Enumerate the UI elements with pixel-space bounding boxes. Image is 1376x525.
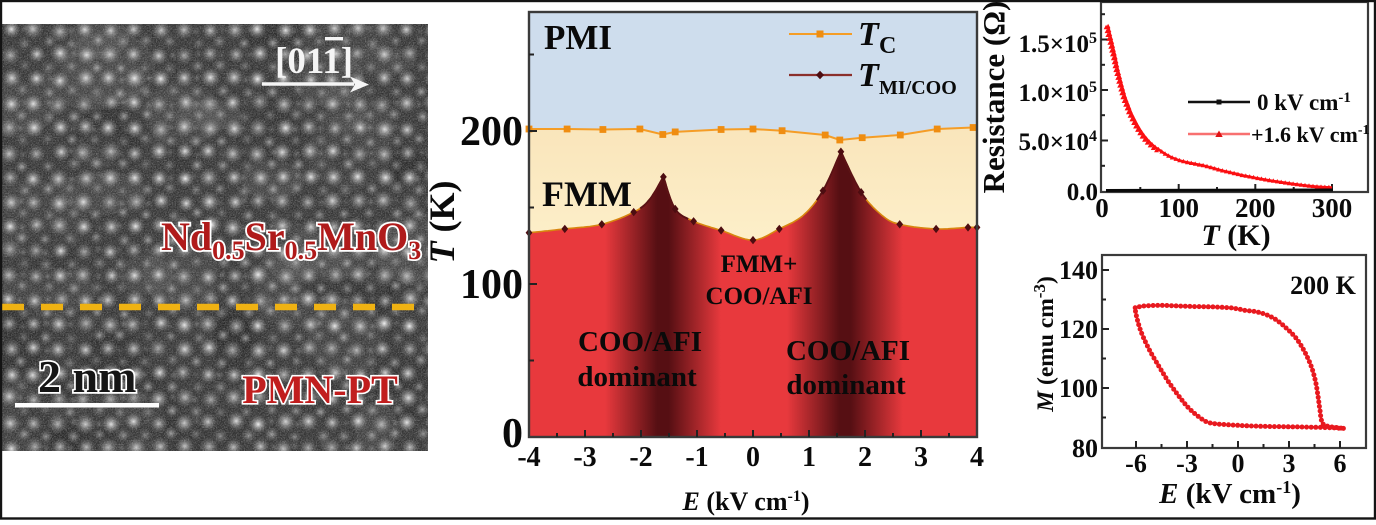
svg-text:2: 2	[858, 442, 872, 473]
svg-text:0: 0	[746, 442, 760, 473]
svg-text:100: 100	[1158, 193, 1199, 223]
svg-text:100: 100	[1059, 374, 1098, 403]
svg-text:FMM: FMM	[542, 174, 632, 214]
svg-text:C: C	[879, 33, 896, 59]
svg-text:MI/COO: MI/COO	[879, 77, 957, 99]
svg-text:80: 80	[1072, 434, 1098, 463]
svg-text:T (K): T (K)	[1201, 219, 1270, 252]
svg-text:140: 140	[1059, 256, 1098, 285]
svg-text:0: 0	[1095, 193, 1109, 223]
svg-text:-1: -1	[685, 442, 708, 473]
svg-text:200 K: 200 K	[1290, 271, 1357, 300]
svg-text:0.0: 0.0	[1067, 179, 1098, 206]
svg-text:T (K): T (K)	[422, 181, 462, 264]
svg-text:T: T	[858, 16, 880, 53]
svg-text:+1.6 kV cm-1: +1.6 kV cm-1	[1251, 122, 1370, 147]
svg-text:M (emu cm-3): M (emu cm-3)	[1030, 276, 1059, 413]
svg-text:6: 6	[1334, 449, 1347, 478]
svg-text:4: 4	[970, 442, 984, 473]
svg-text:0 kV cm-1: 0 kV cm-1	[1257, 90, 1351, 115]
svg-text:1: 1	[802, 442, 816, 473]
svg-text:200: 200	[460, 109, 523, 155]
svg-text:E (kV cm-1): E (kV cm-1)	[1158, 477, 1301, 510]
svg-text:COO/AFI: COO/AFI	[706, 283, 813, 310]
svg-text:PMN-PT: PMN-PT	[242, 367, 398, 412]
svg-text:1.0×105: 1.0×105	[1019, 79, 1098, 107]
svg-text:120: 120	[1059, 315, 1098, 344]
svg-text:FMM+: FMM+	[721, 251, 798, 278]
svg-text:[011]: [011]	[275, 41, 353, 82]
svg-text:E (kV cm-1): E (kV cm-1)	[682, 487, 810, 516]
svg-text:COO/AFI: COO/AFI	[786, 335, 910, 367]
svg-text:-2: -2	[629, 442, 652, 473]
svg-text:dominant: dominant	[577, 361, 697, 393]
svg-text:100: 100	[460, 262, 523, 308]
svg-text:PMI: PMI	[544, 18, 612, 57]
svg-text:-4: -4	[517, 442, 540, 473]
svg-text:5.0×104: 5.0×104	[1019, 128, 1098, 156]
svg-text:COO/AFI: COO/AFI	[578, 326, 702, 358]
svg-text:3: 3	[1283, 449, 1296, 478]
svg-text:0: 0	[1232, 449, 1245, 478]
svg-text:-3: -3	[573, 442, 596, 473]
svg-text:2 nm: 2 nm	[38, 351, 136, 402]
svg-text:1.5×105: 1.5×105	[1019, 30, 1098, 58]
svg-text:-3: -3	[1176, 449, 1198, 478]
svg-text:Resistance (Ω): Resistance (Ω)	[976, 1, 1011, 194]
svg-text:T: T	[858, 57, 880, 94]
svg-text:300: 300	[1312, 193, 1353, 223]
svg-text:-6: -6	[1125, 449, 1147, 478]
svg-text:0: 0	[502, 411, 523, 457]
svg-text:3: 3	[914, 442, 928, 473]
svg-text:dominant: dominant	[786, 369, 906, 401]
svg-text:200: 200	[1235, 193, 1276, 223]
